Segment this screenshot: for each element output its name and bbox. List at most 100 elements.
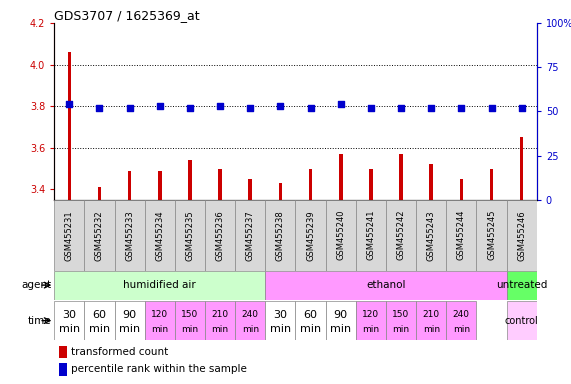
Text: GSM455244: GSM455244 bbox=[457, 210, 466, 260]
Point bbox=[155, 103, 164, 109]
Point bbox=[95, 105, 104, 111]
Bar bbox=[266, 200, 296, 271]
Bar bbox=[128, 170, 131, 200]
Text: GSM455241: GSM455241 bbox=[367, 210, 375, 260]
Text: 90: 90 bbox=[123, 310, 136, 320]
Bar bbox=[54, 200, 85, 271]
Text: 150: 150 bbox=[392, 310, 409, 319]
Text: min: min bbox=[242, 324, 259, 334]
Bar bbox=[506, 301, 537, 340]
Text: 90: 90 bbox=[333, 310, 348, 320]
Point bbox=[336, 101, 345, 108]
Text: min: min bbox=[151, 324, 168, 334]
Point bbox=[276, 103, 285, 109]
Text: transformed count: transformed count bbox=[71, 347, 168, 357]
Bar bbox=[266, 271, 506, 300]
Bar bbox=[235, 301, 266, 340]
Bar bbox=[205, 200, 235, 271]
Text: GSM455234: GSM455234 bbox=[155, 210, 164, 260]
Bar bbox=[339, 154, 343, 200]
Text: 150: 150 bbox=[182, 310, 199, 319]
Text: GSM455232: GSM455232 bbox=[95, 210, 104, 260]
Text: 240: 240 bbox=[242, 310, 259, 319]
Bar bbox=[490, 169, 493, 200]
Text: percentile rank within the sample: percentile rank within the sample bbox=[71, 364, 247, 374]
Text: GSM455245: GSM455245 bbox=[487, 210, 496, 260]
Bar bbox=[175, 200, 205, 271]
Text: min: min bbox=[453, 324, 470, 334]
Bar bbox=[416, 200, 447, 271]
Point bbox=[427, 105, 436, 111]
Text: 120: 120 bbox=[151, 310, 168, 319]
Bar bbox=[416, 301, 447, 340]
Text: min: min bbox=[300, 324, 321, 334]
Point bbox=[487, 105, 496, 111]
Bar bbox=[59, 346, 66, 358]
Text: min: min bbox=[89, 324, 110, 334]
Text: min: min bbox=[330, 324, 351, 334]
Bar bbox=[279, 183, 282, 200]
Point bbox=[186, 105, 195, 111]
Text: 30: 30 bbox=[274, 310, 287, 320]
Point bbox=[306, 105, 315, 111]
Bar bbox=[520, 137, 524, 200]
Text: GSM455240: GSM455240 bbox=[336, 210, 345, 260]
Bar bbox=[399, 154, 403, 200]
Bar bbox=[218, 169, 222, 200]
Text: min: min bbox=[363, 324, 380, 334]
Text: humidified air: humidified air bbox=[123, 280, 196, 290]
Point bbox=[246, 105, 255, 111]
Bar bbox=[369, 169, 373, 200]
Text: min: min bbox=[59, 324, 80, 334]
Bar bbox=[386, 200, 416, 271]
Bar bbox=[296, 200, 325, 271]
Text: GSM455235: GSM455235 bbox=[186, 210, 195, 260]
Text: GSM455242: GSM455242 bbox=[396, 210, 405, 260]
Text: GSM455236: GSM455236 bbox=[216, 210, 224, 261]
Bar bbox=[386, 301, 416, 340]
Bar bbox=[67, 52, 71, 200]
Text: untreated: untreated bbox=[496, 280, 548, 290]
Text: GSM455243: GSM455243 bbox=[427, 210, 436, 260]
Text: 30: 30 bbox=[62, 310, 77, 320]
Text: GSM455233: GSM455233 bbox=[125, 210, 134, 261]
Bar bbox=[296, 301, 325, 340]
Bar bbox=[158, 170, 162, 200]
Bar bbox=[85, 301, 115, 340]
Text: ethanol: ethanol bbox=[366, 280, 406, 290]
Point bbox=[125, 105, 134, 111]
Bar bbox=[144, 200, 175, 271]
Text: 120: 120 bbox=[363, 310, 380, 319]
Bar bbox=[248, 179, 252, 200]
Bar bbox=[54, 271, 266, 300]
Bar bbox=[188, 160, 192, 200]
Bar bbox=[476, 200, 506, 271]
Bar bbox=[115, 200, 144, 271]
Point bbox=[367, 105, 376, 111]
Bar bbox=[98, 187, 101, 200]
Bar bbox=[429, 164, 433, 200]
Text: 60: 60 bbox=[93, 310, 106, 320]
Bar bbox=[235, 200, 266, 271]
Bar bbox=[356, 200, 386, 271]
Bar bbox=[325, 200, 356, 271]
Text: min: min bbox=[119, 324, 140, 334]
Bar bbox=[59, 363, 66, 376]
Text: min: min bbox=[211, 324, 228, 334]
Bar bbox=[506, 271, 537, 300]
Bar bbox=[115, 301, 144, 340]
Bar bbox=[447, 301, 476, 340]
Text: min: min bbox=[270, 324, 291, 334]
Text: min: min bbox=[423, 324, 440, 334]
Bar bbox=[356, 301, 386, 340]
Bar bbox=[54, 301, 85, 340]
Text: 240: 240 bbox=[453, 310, 470, 319]
Point bbox=[457, 105, 466, 111]
Text: 210: 210 bbox=[211, 310, 228, 319]
Bar bbox=[447, 200, 476, 271]
Text: min: min bbox=[182, 324, 199, 334]
Bar bbox=[309, 169, 312, 200]
Bar bbox=[205, 301, 235, 340]
Point bbox=[396, 105, 405, 111]
Text: GSM455239: GSM455239 bbox=[306, 210, 315, 260]
